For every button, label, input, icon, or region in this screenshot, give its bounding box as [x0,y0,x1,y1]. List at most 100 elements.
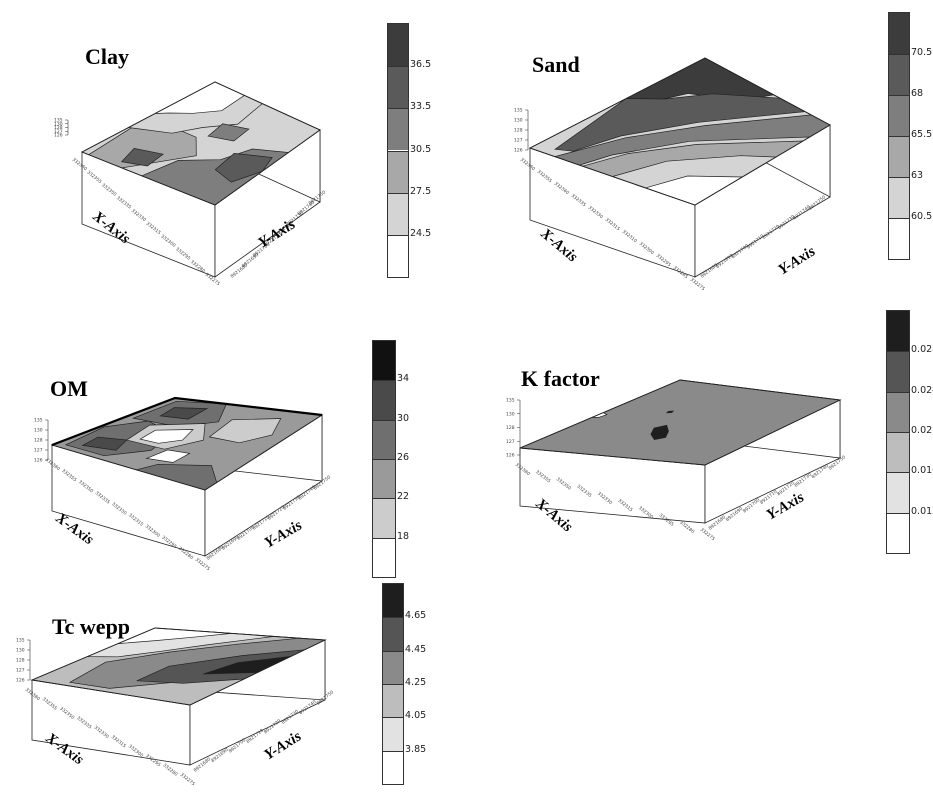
colorbar-tick-label: 33.5 [410,101,432,113]
colorbar-band [383,617,403,651]
colorbar-band [889,177,909,218]
z-tick-label: 130 [16,648,25,654]
z-tick-label: 135 [506,398,515,404]
surface-contours [87,82,290,205]
contour-band [145,449,191,463]
colorbar-box [886,310,910,554]
colorbar-tick-label: 3.85 [405,743,427,755]
z-tick-label: 130 [514,118,523,124]
z-tick-label: 127 [34,448,43,454]
colorbar-tick-label: 24.5 [410,227,432,239]
colorbar-k-factor: 0.028 0.024 0.02 0.016 0.012 [886,310,933,554]
colorbar-band [388,24,408,67]
z-tick-label: 128 [506,425,515,431]
colorbar-box [888,12,910,260]
colorbar-box [382,583,404,785]
x-tick-label: 332275 [179,772,196,787]
colorbar-tick-label: 18 [397,530,410,542]
colorbar-tick-label: 30.5 [410,143,432,155]
colorbar-band [383,684,403,718]
colorbar-box [387,23,409,278]
z-tick-label: 135 [16,638,25,644]
colorbar-tick-label: 68 [911,88,924,99]
surface-outline [528,57,831,206]
z-tick-label: 130 [34,428,43,434]
colorbar-band [388,108,408,151]
colorbar-band [383,750,403,784]
z-tick-label: 135 [54,118,63,124]
surface-outline [30,627,327,706]
colorbar-band [889,218,909,259]
z-tick-label: 130 [54,121,63,127]
colorbar-box [372,340,396,578]
colorbar-band [373,498,395,538]
z-tick-label: 128 [16,658,25,664]
z-tick-label: 128 [34,438,43,444]
surface-outline [519,379,842,466]
colorbar-band [889,95,909,136]
colorbar-tick-label: 4.45 [405,643,427,655]
colorbar-tick-label: 0.028 [911,344,933,356]
colorbar-band [887,512,909,553]
colorbar-tick-label: 22 [397,491,410,503]
colorbar-tick-label: 0.02 [911,425,933,436]
contour-band [666,410,675,414]
colorbar-band [373,380,395,420]
colorbar-band [887,432,909,473]
x-tick-label: 332280 [162,762,179,777]
colorbar-band [388,192,408,235]
colorbar-band [383,717,403,751]
z-tick-label: 135 [514,108,523,114]
colorbar-band [373,459,395,499]
colorbar-tc-wepp: 4.65 4.45 4.25 4.05 3.85 [382,583,426,785]
colorbar-tick-label: 26 [397,452,410,463]
colorbar-tick-label: 0.012 [911,505,933,517]
colorbar-band [889,136,909,177]
colorbar-band [383,584,403,618]
colorbar-tick-label: 4.25 [405,677,427,688]
colorbar-band [373,419,395,459]
surface-ridge [51,396,323,447]
colorbar-band [373,537,395,577]
colorbar-band [887,391,909,432]
surface-contours [32,628,325,705]
z-tick-label: 128 [514,128,523,134]
z-tick-label: 126 [514,148,523,154]
contour-band [87,628,275,658]
colorbar-band [887,311,909,352]
z-tick-label: 127 [514,138,523,144]
z-tick-label: 127 [54,129,63,135]
z-tick-label: 126 [54,133,63,139]
colorbar-band [388,66,408,109]
contour-band [155,82,246,114]
z-tick-label: 127 [506,439,515,445]
z-tick-label: 127 [16,668,25,674]
colorbar-band [887,472,909,513]
colorbar-tick-label: 4.05 [405,710,427,722]
colorbar-tick-label: 27.5 [410,185,432,197]
chart-title-tc-wepp: Tc wepp [52,614,131,639]
z-tick-label: 126 [506,453,515,459]
z-tick-label: 126 [16,678,25,684]
colorbar-band [388,234,408,277]
colorbar-clay: 36.5 33.5 30.5 27.5 24.5 [387,23,431,278]
contour-band [207,123,250,142]
colorbar-tick-label: 0.016 [911,465,933,477]
colorbar-tick-label: 65.5 [911,129,933,140]
colorbar-band [383,650,403,684]
z-tick-label: 126 [34,458,43,464]
colorbar-band [887,351,909,392]
chart-title-clay: Clay [85,44,129,69]
contour-band [650,424,669,440]
colorbar-tick-label: 0.024 [911,384,933,396]
z-tick-label: 128 [54,125,63,131]
colorbar-band [889,13,909,54]
colorbar-tick-label: 34 [397,373,410,385]
colorbar-tick-label: 30 [397,412,410,424]
contour-band [120,148,164,167]
